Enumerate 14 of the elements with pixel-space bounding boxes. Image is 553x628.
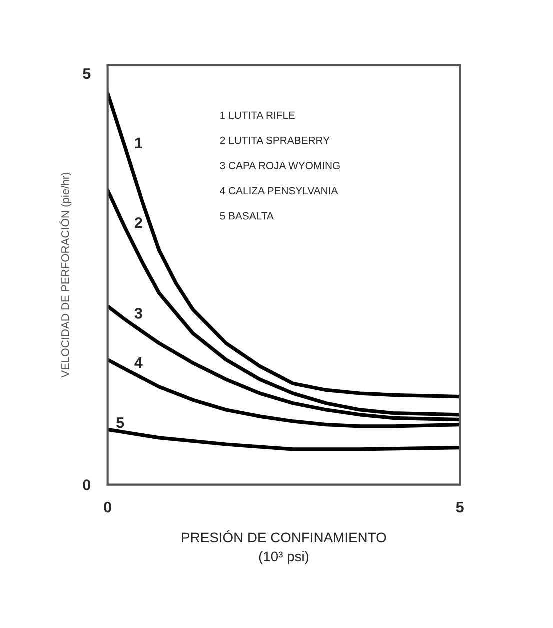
annotation: 1 LUTITA RIFLE [220,112,296,120]
annotation: 2 LUTITA SPRABERRY [220,136,330,144]
series-label: 3 [134,308,142,319]
series-label: 4 [134,358,143,368]
annotation: 5 BASALTA [220,212,274,220]
series-label: 2 [134,218,142,228]
x-axis-title: PRESIÓN DE CONFINAMIENTO (10³ psi) [182,530,386,564]
series-label: 1 [135,138,142,148]
annotation: 4 CALIZA PENSYLVANIA [220,187,338,195]
series-label: 5 [116,418,124,428]
annotation: 3 CAPA ROJA WYOMING [220,162,340,170]
line-series [108,428,460,452]
y-axis-title: VELOCIDAD DE PERFORACIÓN (pie/hr) [60,172,72,378]
line-series [108,91,460,399]
